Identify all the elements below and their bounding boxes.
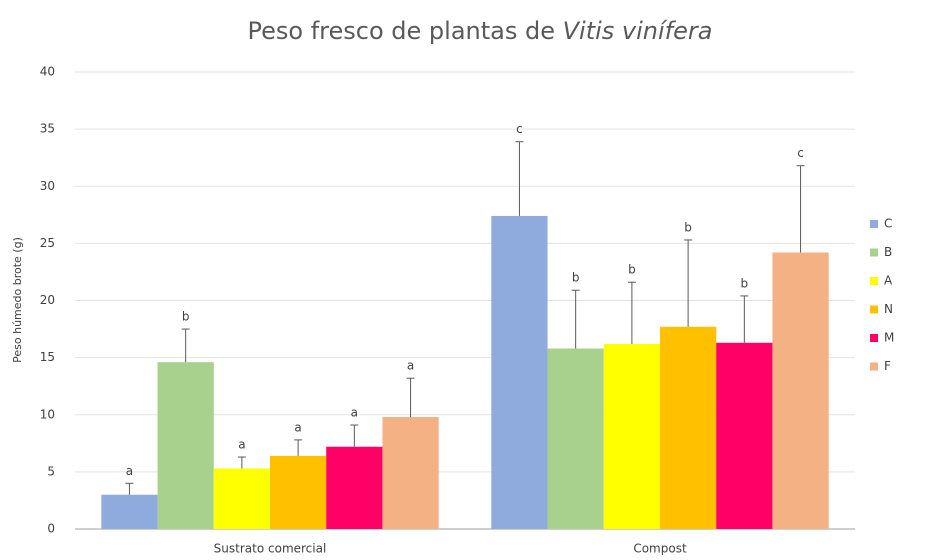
y-tick-label: 35	[40, 122, 55, 136]
significance-label: a	[351, 406, 358, 420]
legend-label: M	[884, 331, 894, 345]
legend-swatch	[870, 362, 878, 371]
bar	[716, 342, 773, 529]
bar	[382, 417, 439, 529]
legend-label: B	[884, 245, 892, 259]
significance-label: a	[407, 359, 414, 373]
legend-swatch	[870, 305, 878, 314]
y-axis-label: Peso húmedo brote (g)	[11, 237, 24, 363]
significance-label: a	[126, 464, 133, 478]
y-tick-label: 5	[47, 464, 55, 478]
title-text: Peso fresco de plantas de	[248, 17, 555, 45]
legend-swatch	[870, 334, 878, 342]
y-tick-label: 15	[40, 350, 55, 364]
legend-label: F	[884, 359, 891, 373]
y-tick-label: 10	[40, 407, 55, 421]
bar	[157, 362, 214, 529]
legend-swatch	[870, 277, 878, 285]
x-tick-label: Compost	[633, 542, 687, 556]
significance-label: c	[516, 122, 523, 136]
legend-label: A	[884, 274, 893, 288]
chart-title: Peso fresco de plantas de Vitis vinífera	[248, 17, 713, 45]
bar	[326, 446, 383, 529]
significance-label: b	[741, 276, 749, 290]
legend-swatch	[870, 248, 878, 257]
bar	[101, 494, 158, 529]
legend-label: C	[884, 217, 892, 231]
y-tick-label: 20	[40, 293, 55, 307]
significance-label: b	[572, 271, 580, 285]
x-tick-label: Sustrato comercial	[214, 542, 327, 556]
significance-label: a	[238, 438, 245, 452]
significance-label: c	[797, 146, 804, 160]
legend-swatch	[870, 220, 878, 228]
bar	[547, 348, 604, 529]
bar	[603, 343, 660, 529]
y-tick-label: 0	[47, 522, 55, 536]
y-tick-label: 40	[40, 65, 55, 79]
title-italic: Vitis vinífera	[563, 17, 713, 45]
significance-label: b	[684, 220, 692, 234]
bar	[213, 468, 270, 529]
significance-label: a	[294, 420, 301, 434]
y-tick-label: 25	[40, 236, 55, 250]
bar	[772, 252, 829, 529]
bar	[660, 326, 717, 529]
bar	[491, 215, 548, 529]
legend-label: N	[884, 302, 893, 316]
significance-label: b	[628, 263, 636, 277]
bar	[270, 455, 327, 529]
y-tick-label: 30	[40, 179, 55, 193]
significance-label: b	[182, 310, 190, 324]
